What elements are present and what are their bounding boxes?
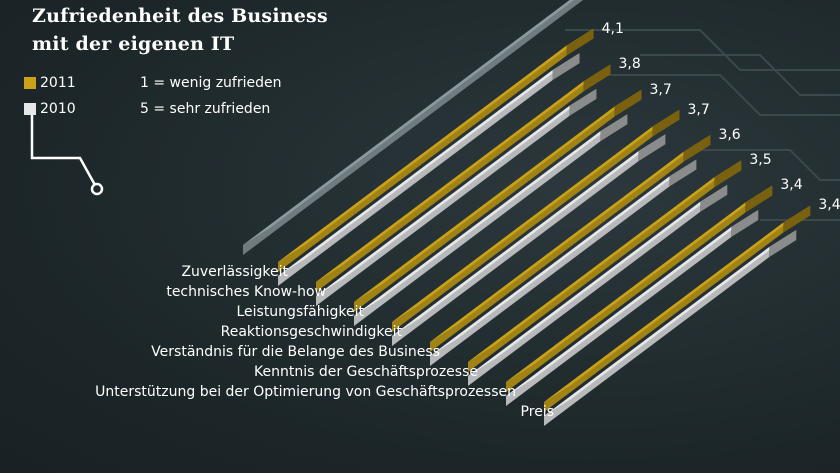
bar-2010-2: [354, 114, 628, 326]
legend-swatch-2010: [24, 103, 36, 115]
bar-2011-6: [506, 185, 773, 392]
scale-note-high: 5 = sehr zufrieden: [140, 101, 271, 117]
circuit-line: [700, 149, 840, 181]
bar-2011-4: [430, 134, 711, 352]
legend-connector-node: [90, 182, 104, 196]
legend-item-2010: 2010: [24, 101, 76, 117]
circuit-line: [600, 74, 840, 116]
bar-2010-3: [392, 134, 666, 346]
bar-2010-1: [316, 88, 597, 306]
value-label: 4,1: [601, 20, 624, 37]
bar-2011-3: [392, 109, 680, 332]
bars-group: [243, 0, 811, 426]
circuit-line: [565, 29, 840, 71]
category-label: Preis: [520, 404, 554, 420]
value-label: 3,4: [818, 197, 840, 214]
value-label: 3,6: [718, 126, 741, 143]
bar-2011-1: [316, 64, 611, 292]
bar-2011-2: [354, 89, 642, 312]
value-label: 3,7: [687, 101, 710, 118]
chart-title-line1: Zufriedenheit des Business: [32, 5, 328, 27]
bar-2010-6: [506, 210, 759, 406]
legend-swatch-2011: [24, 77, 36, 89]
legend-label-2010: 2010: [40, 101, 76, 117]
category-label: Zuverlässigkeit: [181, 264, 288, 280]
legend-connector-line: [30, 106, 97, 186]
circuit-line: [640, 54, 840, 96]
value-label: 3,8: [618, 56, 641, 73]
scale-note-low: 1 = wenig zufrieden: [140, 75, 282, 91]
bar-2010-7: [544, 230, 797, 426]
value-label: 3,7: [649, 81, 672, 98]
chart-title-line2: mit der eigenen IT: [32, 33, 235, 55]
bar-2011-7: [544, 205, 811, 412]
legend-item-2011: 2011: [24, 75, 76, 91]
bar-2010-5: [468, 184, 728, 386]
bar-2010-0: [278, 53, 580, 286]
category-label: Reaktionsgeschwindigkeit: [220, 324, 402, 340]
category-label: technisches Know-how: [166, 284, 326, 300]
bar-max: [243, 0, 583, 255]
category-label: Kenntnis der Geschäftsprozesse: [254, 364, 478, 380]
category-label: Leistungsfähigkeit: [236, 304, 364, 320]
bar-2010-4: [430, 159, 697, 366]
bar-2011-5: [468, 160, 742, 372]
value-label: 3,5: [749, 152, 772, 169]
legend-label-2011: 2011: [40, 75, 76, 91]
value-label: 3,4: [780, 177, 803, 194]
bar-2011-0: [278, 28, 594, 272]
category-label: Unterstützung bei der Optimierung von Ge…: [95, 384, 516, 400]
category-label: Verständnis für die Belange des Business: [151, 344, 440, 360]
